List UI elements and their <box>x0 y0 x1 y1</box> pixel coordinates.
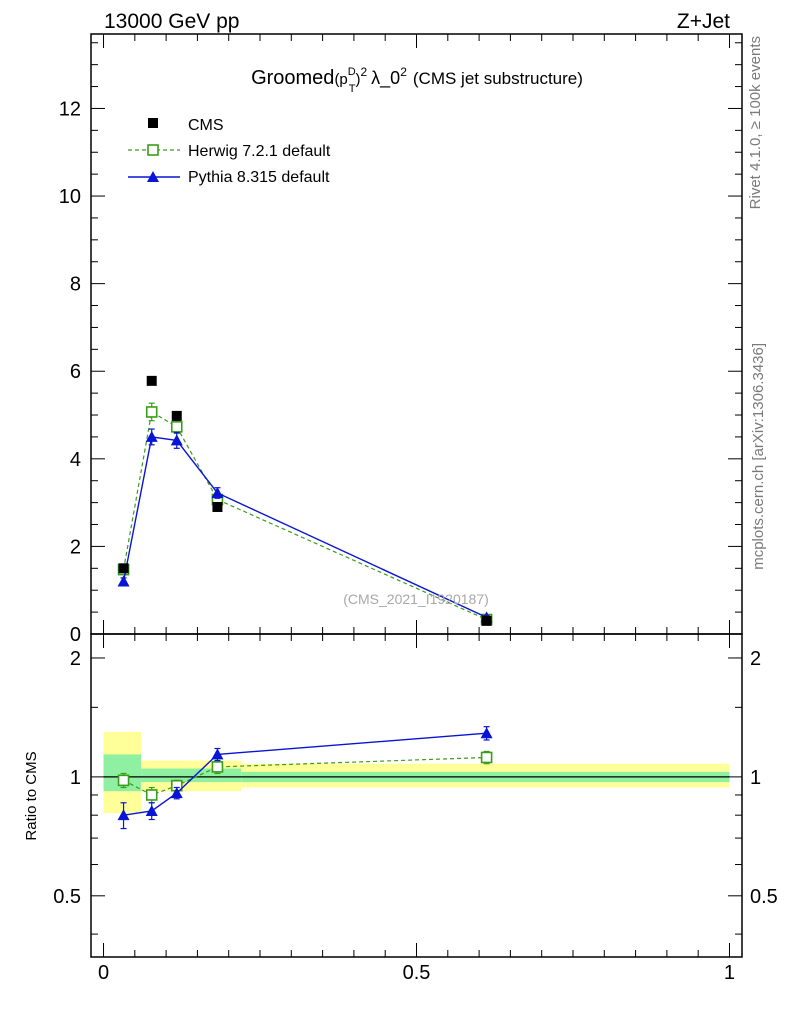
pythia-point <box>117 575 130 587</box>
cms-point <box>171 410 182 421</box>
y-tick-label: 10 <box>59 186 81 208</box>
pythia-point <box>211 748 224 760</box>
title-paren-open: (p <box>334 71 347 88</box>
pythia-point <box>117 809 130 821</box>
y-tick-label: 2 <box>70 536 81 558</box>
rivet-label: Rivet 4.1.0, ≥ 100k events <box>747 36 764 209</box>
pythia-point <box>480 727 493 739</box>
herwig-point <box>145 406 158 418</box>
y-tick-label: 8 <box>70 274 81 296</box>
process-label: Z+Jet <box>677 10 730 33</box>
pythia-point <box>170 434 183 446</box>
legend-cms-marker <box>148 118 158 128</box>
legend-pythia-marker <box>147 171 159 182</box>
herwig-point <box>117 774 130 787</box>
cms-point <box>146 375 157 386</box>
y-tick-label: 0 <box>70 624 81 646</box>
x-tick-label: 0 <box>98 962 109 984</box>
legend-herwig-label: Herwig 7.2.1 default <box>188 143 331 160</box>
cms-point <box>118 563 129 574</box>
title-sub-t: T <box>349 83 356 95</box>
analysis-watermark: (CMS_2021_I1920187) <box>343 591 489 607</box>
title-sup-2a: 2 <box>360 65 367 79</box>
ratio-y-tick-label-left: 1 <box>70 767 81 789</box>
ratio-y-tick-label-left: 0.5 <box>53 886 81 908</box>
ratio-y-tick-label-right: 2 <box>750 648 761 670</box>
herwig-point <box>170 421 183 433</box>
x-tick-label: 1 <box>724 962 735 984</box>
pythia-point <box>170 787 183 799</box>
title-sup-d: D <box>348 66 356 78</box>
cms-point <box>481 615 492 626</box>
ratio-plot-frame <box>90 633 743 958</box>
energy-label: 13000 GeV pp <box>104 10 239 33</box>
title-lambda: λ_0 <box>371 68 400 89</box>
legend-herwig-marker <box>147 144 159 156</box>
ratio-y-tick-label-left: 2 <box>70 648 81 670</box>
ratio-y-tick-label-right: 1 <box>750 767 761 789</box>
legend-pythia-label: Pythia 8.315 default <box>188 169 330 186</box>
title-paren-close: ) <box>355 71 360 88</box>
y-tick-label: 4 <box>70 449 81 471</box>
legend-cms-label: CMS <box>188 117 224 134</box>
title-tail: (CMS jet substructure) <box>413 69 583 88</box>
title-main: Groomed <box>251 67 334 89</box>
pythia-point <box>145 430 158 442</box>
legend: CMS Herwig 7.2.1 default Pythia 8.315 de… <box>128 117 331 186</box>
plot-title: Groomed(pD T)2 λ_02 (CMS jet substructure) <box>251 65 583 95</box>
ratio-ylabel: Ratio to CMS <box>23 751 40 840</box>
y-tick-label: 12 <box>59 98 81 120</box>
pythia-point <box>211 486 224 498</box>
y-tick-label: 6 <box>70 361 81 383</box>
pythia-point <box>145 804 158 816</box>
title-sup-2b: 2 <box>400 65 407 79</box>
herwig-point <box>211 761 224 773</box>
x-tick-label: 0.5 <box>403 962 431 984</box>
herwig-point <box>480 751 493 764</box>
main-plot: 0 2 4 6 8 10 12 <box>59 33 743 646</box>
ratio-y-tick-label-right: 0.5 <box>750 886 778 908</box>
mcplots-label: mcplots.cern.ch [arXiv:1306.3436] <box>750 343 767 570</box>
herwig-point <box>145 789 158 801</box>
cms-point <box>212 501 223 512</box>
ratio-plot: 0.5 0.5 1 1 2 2 0 0.5 1 <box>53 633 778 984</box>
